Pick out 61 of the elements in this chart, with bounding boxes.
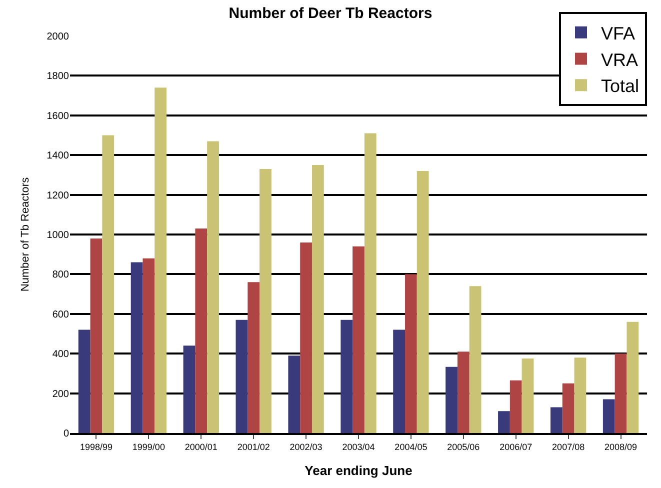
- y-tick-label: 0: [63, 428, 70, 440]
- bar: [469, 286, 482, 433]
- chart-title: Number of Deer Tb Reactors: [228, 4, 432, 22]
- bar: [574, 358, 586, 433]
- y-tick-label: 1200: [46, 190, 70, 202]
- x-tick-label: 2000/01: [184, 442, 218, 452]
- x-tick-label: 2004/05: [394, 442, 428, 452]
- x-tick-label: 2008/09: [604, 442, 638, 452]
- bar: [550, 407, 562, 433]
- bar: [142, 258, 155, 433]
- y-tick-label: 1000: [46, 230, 70, 241]
- bar: [195, 228, 208, 433]
- x-tick-label: 2001/02: [237, 442, 270, 452]
- y-tick-label: 1600: [46, 110, 70, 122]
- bar: [288, 356, 300, 433]
- x-tick-label: 2005/06: [447, 442, 480, 452]
- bar: [446, 366, 458, 433]
- bar: [562, 383, 574, 433]
- y-tick-label: 2000: [46, 32, 70, 42]
- legend-label: VFA: [601, 23, 636, 44]
- bar: [405, 274, 417, 433]
- x-tick-label: 2002/03: [290, 442, 322, 452]
- bar: [340, 320, 353, 433]
- bar: [207, 141, 219, 433]
- x-tick-label: 2007/08: [552, 442, 585, 452]
- bar: [626, 322, 639, 433]
- x-tick-label: 1998/99: [80, 442, 113, 452]
- x-tick-label: 1999/00: [132, 442, 165, 452]
- legend-label: Total: [601, 76, 640, 96]
- y-tick-label: 200: [52, 388, 70, 400]
- bar: [90, 238, 102, 433]
- bar: [498, 411, 510, 433]
- legend-label: VRA: [601, 50, 638, 70]
- y-tick-label: 1400: [46, 150, 70, 162]
- bar: [183, 346, 196, 433]
- bar: [260, 169, 272, 433]
- x-tick-label: 2006/07: [500, 442, 532, 452]
- bar: [614, 354, 627, 433]
- bar: [352, 246, 364, 433]
- bar: [457, 352, 470, 433]
- bar: [602, 399, 615, 433]
- x-axis-title: Year ending June: [304, 462, 412, 478]
- y-tick-label: 600: [52, 309, 70, 320]
- bar: [236, 320, 248, 433]
- y-tick-label: 400: [52, 349, 70, 360]
- y-tick-label: 1800: [46, 71, 70, 82]
- bar: [300, 242, 312, 433]
- bar: [130, 262, 143, 433]
- bar: [393, 330, 406, 433]
- bar: [364, 133, 376, 433]
- bar: [522, 358, 534, 433]
- bar: [312, 165, 324, 433]
- bar: [78, 330, 90, 433]
- bar: [510, 380, 522, 433]
- y-axis-title: Number of Tb Reactors: [19, 176, 32, 292]
- bar: [416, 170, 429, 433]
- bar: [102, 135, 114, 433]
- bar: [154, 88, 167, 433]
- x-tick-label: 2003/04: [342, 442, 375, 452]
- bar: [248, 282, 260, 433]
- y-tick-label: 800: [52, 270, 70, 281]
